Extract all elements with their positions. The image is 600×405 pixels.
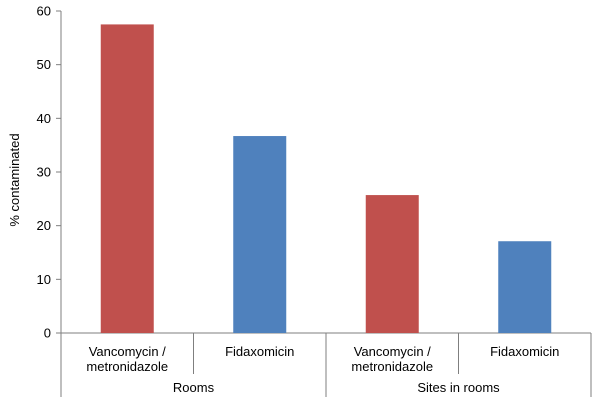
bar	[233, 136, 287, 333]
y-tick-label: 30	[37, 165, 51, 180]
y-tick-label: 60	[37, 4, 51, 19]
group-label: Rooms	[173, 380, 215, 395]
category-label: Fidaxomicin	[490, 344, 559, 359]
y-axis-title: % contaminated	[7, 133, 22, 226]
y-tick-label: 20	[37, 218, 51, 233]
category-label: Vancomycin / metronidazole	[86, 344, 168, 374]
bar	[498, 241, 552, 333]
bar	[365, 195, 419, 333]
bar	[100, 24, 154, 334]
y-tick-label: 10	[37, 272, 51, 287]
y-tick-label: 50	[37, 57, 51, 72]
category-label: Fidaxomicin	[225, 344, 294, 359]
y-tick-label: 0	[44, 326, 51, 341]
bar-layer	[100, 24, 552, 334]
y-tick-label: 40	[37, 111, 51, 126]
group-label: Sites in rooms	[417, 380, 500, 395]
category-label: Vancomycin / metronidazole	[351, 344, 433, 374]
label-layer: 0 10 20 30 40 50 60 Vancomycin / metronidazole Fi…	[37, 4, 560, 396]
